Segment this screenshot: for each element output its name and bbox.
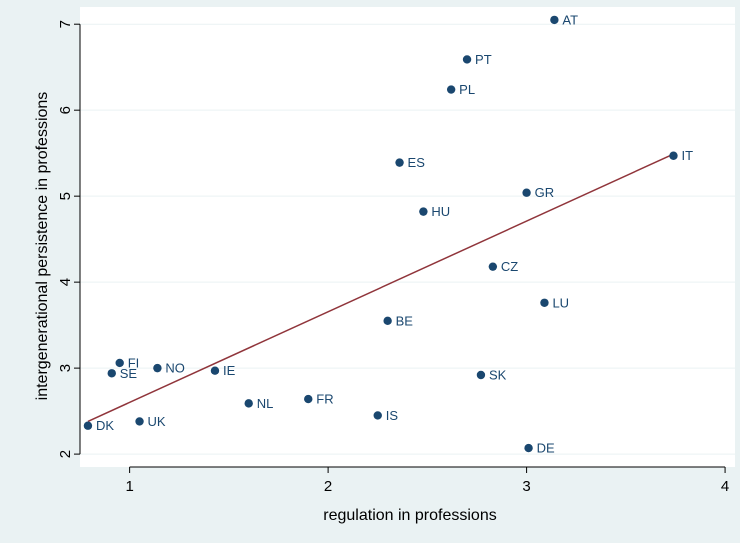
data-point (669, 151, 678, 160)
data-point (446, 85, 456, 94)
data-point-label: IT (681, 148, 693, 163)
y-tick-label: 4 (57, 278, 74, 286)
data-point (395, 158, 404, 167)
data-point (522, 188, 531, 197)
data-point (476, 370, 486, 380)
data-point-label: PT (475, 52, 492, 67)
axes: 2 3 4 5 6 7 1 2 3 4 (57, 20, 729, 495)
data-point-label: UK (148, 414, 166, 429)
data-point (304, 394, 313, 404)
data-point (540, 298, 549, 307)
data-point-label: NO (165, 361, 185, 376)
data-point-label: NL (257, 396, 274, 411)
data-point-label: HU (431, 204, 450, 219)
data-point-label: ES (408, 155, 426, 170)
data-point-label: SE (120, 366, 138, 381)
data-point (115, 358, 124, 368)
data-point-label: IS (386, 408, 399, 423)
fit-line (87, 153, 674, 423)
x-tick-label: 2 (324, 478, 332, 495)
data-point (462, 55, 472, 64)
data-point-label: PL (459, 82, 475, 97)
data-point (83, 421, 93, 430)
data-point-label: CZ (501, 259, 518, 274)
data-point-label: GR (535, 185, 555, 200)
y-axis-title: intergenerational persistence in profess… (34, 92, 51, 401)
fit-line-layer (87, 153, 674, 423)
plot-area (80, 7, 735, 467)
data-point (524, 443, 533, 453)
data-point (244, 399, 253, 408)
y-tick-label: 7 (57, 20, 74, 28)
data-point (373, 411, 382, 420)
data-point-label: FI (128, 355, 140, 370)
data-point (153, 363, 162, 373)
data-point-label: FR (316, 392, 333, 407)
x-tick-label: 3 (522, 478, 530, 495)
y-tick-label: 6 (57, 106, 74, 114)
data-point (383, 316, 392, 326)
data-point (488, 262, 498, 271)
data-point-label: IE (223, 363, 236, 378)
y-tick-label: 3 (57, 364, 74, 372)
data-point-label: DE (537, 441, 555, 456)
data-point (107, 369, 116, 378)
data-point-label: LU (552, 295, 569, 310)
data-point-label: BE (396, 313, 414, 328)
data-point-label: AT (562, 12, 578, 27)
data-point (419, 207, 428, 216)
data-point (135, 417, 144, 426)
data-point (210, 366, 220, 375)
data-point-label: SK (489, 368, 507, 383)
x-tick-label: 4 (721, 478, 729, 495)
data-point (550, 15, 559, 25)
y-tick-label: 5 (57, 192, 74, 200)
y-tick-label: 2 (57, 450, 74, 458)
x-axis-title: regulation in professions (323, 507, 496, 524)
data-point-label: DK (96, 418, 114, 433)
gridlines (80, 23, 735, 455)
x-tick-label: 1 (125, 478, 133, 495)
